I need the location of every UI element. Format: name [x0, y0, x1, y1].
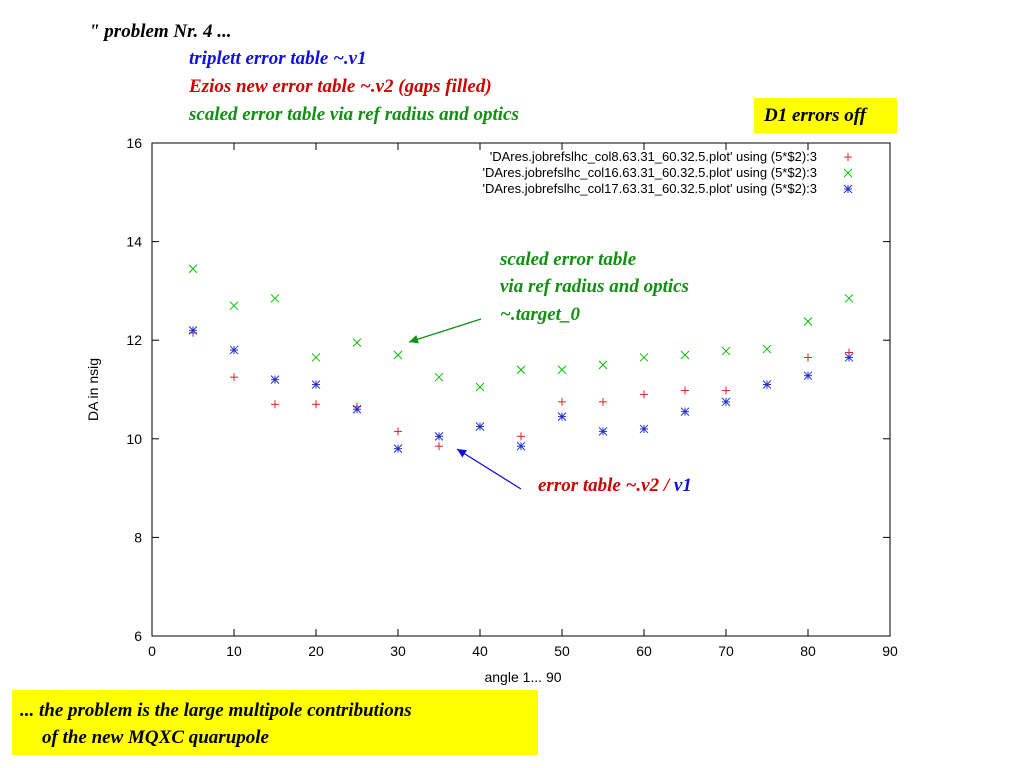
data-point-series-2 [270, 293, 280, 303]
data-point-series-3 [680, 407, 690, 417]
data-point-series-3 [393, 444, 403, 454]
x-tick-label: 40 [472, 643, 488, 659]
data-point-series-2 [516, 365, 526, 375]
data-point-series-1 [517, 432, 525, 441]
x-axis-label: angle 1... 90 [484, 669, 561, 685]
annotation-error-table: error table ~.v2 / v1 [538, 475, 692, 497]
data-point-series-2 [680, 350, 690, 360]
data-point-series-2 [803, 317, 813, 326]
data-point-series-1 [230, 373, 238, 382]
data-point-series-2 [721, 346, 731, 356]
annotation-red-text: error table ~.v2 / [538, 475, 674, 496]
data-point-series-2 [434, 372, 444, 382]
data-point-series-3 [803, 371, 813, 381]
data-point-series-1 [312, 400, 320, 409]
y-tick-label: 16 [126, 135, 142, 151]
footer-line-2: of the new MQXC quarupole [42, 727, 269, 748]
data-point-series-1 [271, 400, 279, 409]
data-point-series-1 [722, 386, 730, 395]
data-point-series-2 [598, 360, 608, 370]
x-tick-label: 30 [390, 643, 406, 659]
data-point-series-1 [394, 427, 402, 436]
y-tick-label: 10 [126, 431, 142, 447]
x-tick-label: 10 [226, 643, 242, 659]
legend-entry-2: 'DAres.jobrefslhc_col16.63.31_60.32.5.pl… [482, 165, 817, 180]
header-line-3: Ezios new error table ~.v2 (gaps filled) [189, 76, 492, 97]
data-point-series-3 [721, 397, 731, 407]
badge-label: D1 errors off [764, 105, 867, 126]
y-tick-label: 14 [126, 234, 142, 250]
data-point-series-3 [557, 412, 567, 421]
data-point-series-3 [516, 441, 526, 451]
data-point-series-3 [434, 431, 444, 441]
data-point-series-3 [311, 380, 321, 389]
data-point-series-3 [639, 424, 649, 434]
data-point-series-2 [229, 301, 239, 311]
footer-note: ... the problem is the large multipole c… [12, 690, 538, 755]
plot-frame [151, 142, 891, 637]
footer-line-1: ... the problem is the large multipole c… [20, 700, 412, 721]
y-axis-label: DA in nsig [85, 358, 101, 421]
data-point-series-2 [311, 353, 321, 362]
data-point-series-3 [475, 422, 485, 431]
data-point-series-2 [557, 365, 567, 375]
x-tick-label: 50 [554, 643, 570, 659]
data-point-series-3 [844, 353, 854, 362]
data-point-series-1 [804, 353, 812, 362]
annotation-green-3: ~.target_0 [500, 304, 580, 325]
annotation-blue-text: v1 [673, 475, 692, 496]
data-point-series-2 [639, 353, 649, 362]
legend-marker-2 [843, 168, 853, 178]
data-point-series-3 [229, 345, 239, 355]
arrow-blue-shaft [456, 448, 522, 490]
data-point-series-3 [598, 427, 608, 436]
legend-entry-3: 'DAres.jobrefslhc_col17.63.31_60.32.5.pl… [482, 181, 817, 196]
x-tick-label: 80 [800, 643, 816, 659]
data-point-series-1 [640, 390, 648, 399]
y-tick-label: 8 [134, 529, 142, 545]
data-point-series-2 [352, 338, 362, 348]
x-tick-label: 0 [148, 643, 156, 659]
data-point-series-1 [681, 386, 689, 395]
scatter-chart: 0 10 20 30 40 50 60 70 80 90 6 8 10 12 14 16 angle 1... … [85, 135, 898, 685]
data-point-series-3 [188, 325, 198, 335]
data-point-series-1 [435, 442, 443, 451]
data-point-series-2 [475, 382, 485, 392]
legend-entry-1: 'DAres.jobrefslhc_col8.63.31_60.32.5.plo… [490, 149, 817, 164]
data-point-series-2 [393, 350, 403, 360]
x-tick-label: 60 [636, 643, 652, 659]
data-point-series-2 [762, 344, 772, 354]
x-tick-label: 70 [718, 643, 734, 659]
data-point-series-2 [844, 293, 854, 303]
header-line-4: scaled error table via ref radius and op… [189, 104, 519, 125]
y-tick-label: 12 [126, 332, 142, 348]
y-tick-label: 6 [134, 628, 142, 644]
data-point-series-2 [188, 264, 198, 274]
annotation-green-2: via ref radius and optics [500, 276, 689, 297]
header-line-2: triplett error table ~.v1 [189, 48, 367, 69]
legend-marker-3 [843, 184, 853, 194]
arrow-green-shaft [408, 318, 482, 343]
data-point-series-3 [762, 380, 772, 389]
arrow-blue-head [457, 449, 467, 458]
data-point-series-3 [270, 375, 280, 384]
annotation-green-1: scaled error table [500, 249, 637, 270]
data-point-series-1 [599, 397, 607, 406]
x-tick-label: 20 [308, 643, 324, 659]
x-tick-label: 90 [882, 643, 898, 659]
arrow-green-head [409, 335, 419, 344]
header-line-1: " problem Nr. 4 ... [89, 21, 232, 42]
data-point-series-3 [352, 404, 362, 414]
data-point-series-1 [558, 397, 566, 406]
legend-marker-1 [844, 153, 852, 161]
d1-errors-badge: D1 errors off [754, 98, 897, 133]
